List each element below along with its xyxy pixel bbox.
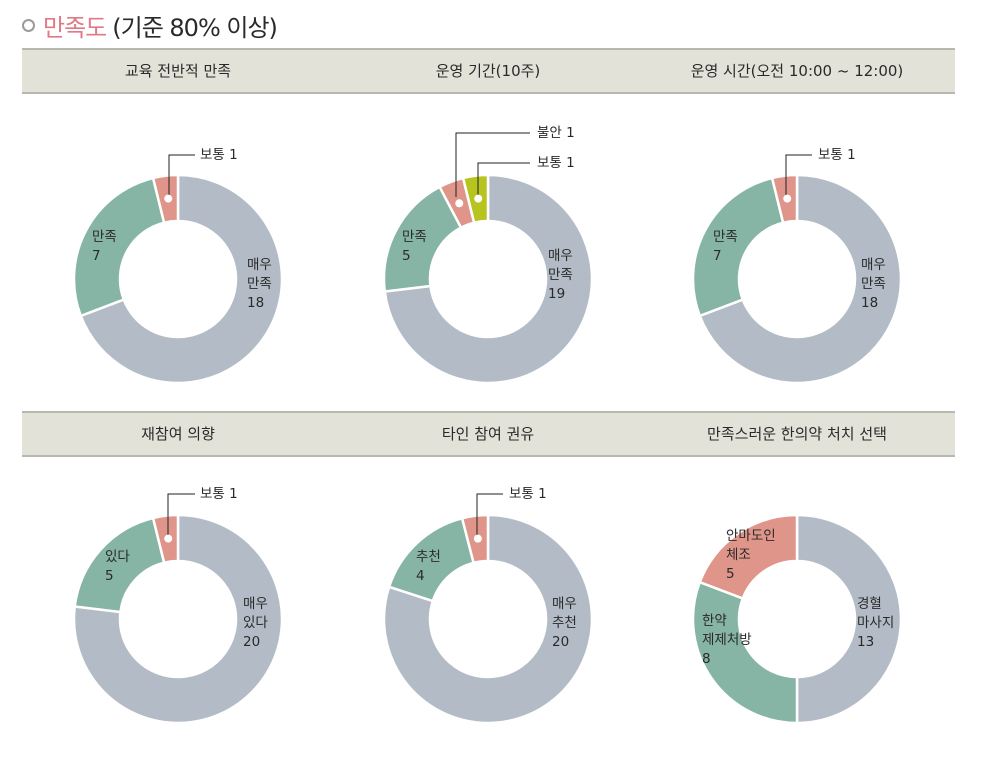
data-label: 보통 1 [200, 486, 238, 502]
data-label: 한약 제제처방 8 [702, 613, 752, 667]
callout-dot [164, 194, 173, 203]
donut-slice [72, 513, 284, 725]
data-label: 안마도인 체조 5 [726, 528, 776, 582]
chart-title: 타인 참여 권유 [441, 425, 535, 443]
callout-line [455, 132, 530, 197]
callout-lines [167, 132, 812, 535]
callout-line [477, 162, 530, 197]
chart-title: 운영 기간(10주) [435, 62, 541, 80]
chart-title: 만족스러운 한의약 처치 선택 [707, 425, 887, 443]
chart-title: 운영 시간(오전 10:00 ~ 12:00) [690, 62, 904, 80]
data-label: 만족 7 [713, 229, 738, 264]
callout-line [167, 493, 195, 535]
section-title: 만족도 (기준 80% 이상) [22, 8, 278, 43]
callout-line [168, 154, 195, 195]
data-label: 매우 만족 18 [247, 257, 272, 311]
donut-slice [691, 580, 799, 725]
callout-dot [164, 534, 173, 543]
header-bar-row-2: 재참여 의향 타인 참여 권유 만족스러운 한의약 처치 선택 [22, 411, 955, 457]
donut-slice [698, 513, 799, 601]
donut-slice [698, 173, 903, 385]
section-title-criteria: (기준 80% 이상) [112, 14, 278, 42]
donut-slice [795, 513, 903, 725]
donut-slice [691, 176, 785, 318]
data-label: 매우 추천 20 [552, 596, 577, 650]
chart-title: 재참여 의향 [141, 425, 215, 443]
data-label: 있다 5 [105, 549, 130, 584]
data-label: 만족 5 [402, 229, 427, 264]
chart-title: 교육 전반적 만족 [124, 62, 232, 80]
data-label: 매우 있다 20 [243, 596, 268, 650]
data-label: 매우 만족 18 [861, 257, 886, 311]
data-label: 만족 7 [92, 229, 117, 264]
callout-line [785, 154, 812, 195]
data-label: 매우 만족 19 [548, 248, 573, 302]
callout-dot [474, 194, 483, 203]
data-label: 보통 1 [537, 155, 575, 171]
data-label: 보통 1 [200, 147, 238, 163]
donut-slice [383, 173, 594, 385]
callout-line [476, 493, 503, 535]
donut-slice [72, 176, 166, 318]
data-label: 보통 1 [509, 486, 547, 502]
data-label: 불안 1 [537, 125, 575, 141]
section-title-main: 만족도 [43, 14, 107, 42]
callout-dot [455, 199, 464, 208]
donut-slice [382, 513, 594, 725]
data-label: 추천 4 [416, 549, 441, 584]
data-label: 경혈 마사지 13 [857, 596, 895, 650]
data-label: 보통 1 [818, 147, 856, 163]
circle-bullet-icon [22, 19, 35, 32]
header-bar-row-1: 교육 전반적 만족 운영 기간(10주) 운영 시간(오전 10:00 ~ 12… [22, 48, 955, 94]
callout-dot [783, 194, 792, 203]
donut-slice [79, 173, 284, 385]
callout-dot [473, 534, 482, 543]
